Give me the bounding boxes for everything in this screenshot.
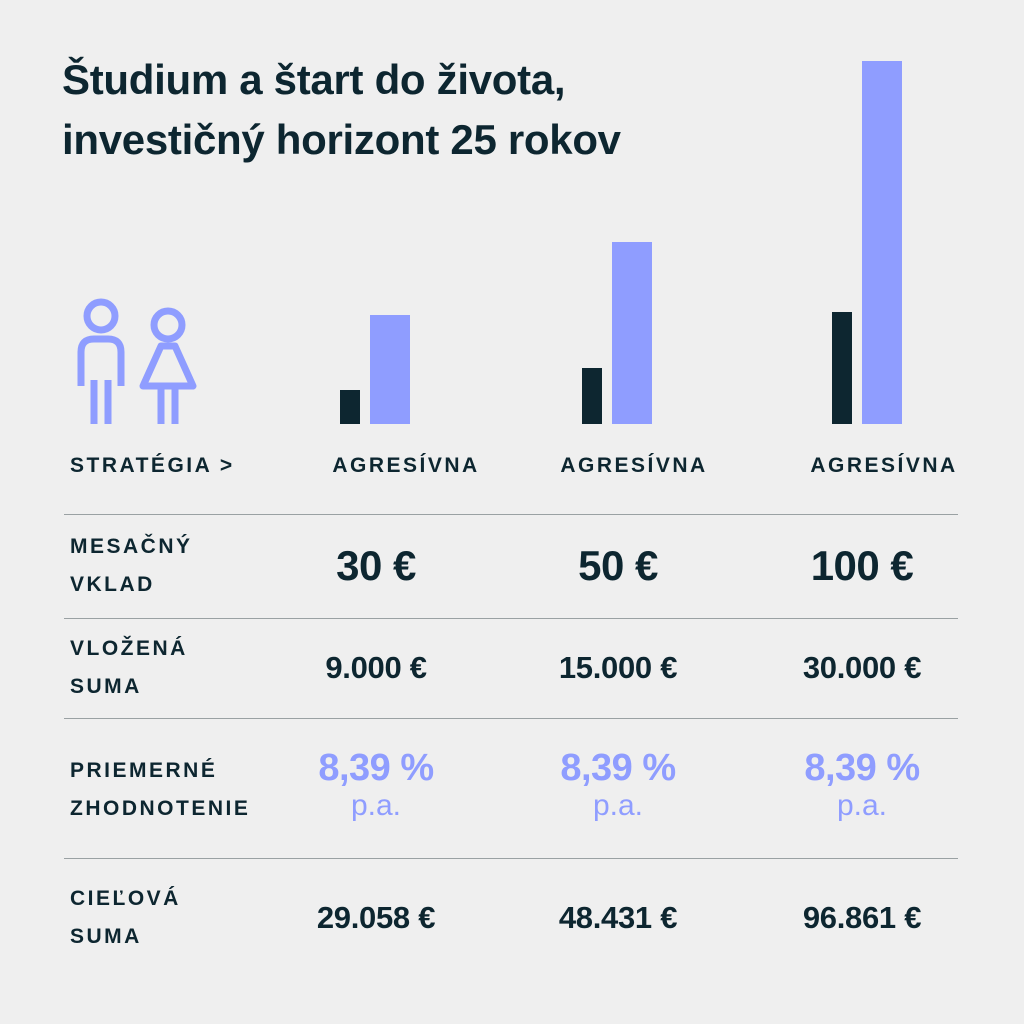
target-sum-label: CIEĽOVÁ SUMA (70, 880, 300, 956)
page-title: Študium a štart do života, investičný ho… (62, 50, 822, 170)
target-sum-value-2: 48.431 € (558, 900, 678, 935)
strategy-label: STRATÉGIA > (70, 454, 235, 477)
target-sum-label-line-2: SUMA (70, 925, 142, 948)
strategy-name-3: AGRESÍVNA (810, 454, 958, 477)
deposited-sum-label: VLOŽENÁ SUMA (70, 630, 300, 706)
title-line-1: Študium a štart do života, (62, 56, 566, 103)
divider (64, 858, 958, 859)
bar-target-3 (862, 61, 902, 424)
average-return-unit-1: p.a. (350, 789, 402, 822)
average-return-value-1: 8,39 % (318, 747, 434, 789)
deposited-sum-value-3: 30.000 € (802, 650, 922, 685)
deposited-sum-label-line-1: VLOŽENÁ (70, 637, 188, 660)
boy-icon (77, 298, 125, 424)
average-return-unit-2: p.a. (592, 789, 644, 822)
deposited-sum-value-2: 15.000 € (558, 650, 678, 685)
divider (64, 514, 958, 515)
monthly-deposit-value-1: 30 € (336, 542, 416, 589)
average-return-value-2: 8,39 % (560, 747, 676, 789)
average-return-unit-3: p.a. (836, 789, 888, 822)
bar-deposited-2 (582, 368, 602, 424)
target-sum-value-1: 29.058 € (316, 900, 436, 935)
monthly-deposit-value-2: 50 € (578, 542, 658, 589)
bar-target-2 (612, 242, 652, 424)
bar-deposited-1 (340, 390, 360, 424)
average-return-label: PRIEMERNÉ ZHODNOTENIE (70, 752, 300, 828)
average-return-3: 8,39 % p.a. (742, 748, 982, 824)
target-sum-label-line-1: CIEĽOVÁ (70, 887, 181, 910)
bar-deposited-3 (832, 312, 852, 424)
strategy-name-1: AGRESÍVNA (332, 454, 480, 477)
divider (64, 718, 958, 719)
strategy-name-2: AGRESÍVNA (560, 454, 708, 477)
monthly-deposit-label-line-2: VKLAD (70, 573, 155, 596)
bar-chart (77, 61, 902, 424)
divider (64, 618, 958, 619)
average-return-1: 8,39 % p.a. (256, 748, 496, 824)
title-line-2: investičný horizont 25 rokov (62, 116, 621, 163)
monthly-deposit-label: MESAČNÝ VKLAD (70, 528, 300, 604)
monthly-deposit-label-line-1: MESAČNÝ (70, 535, 193, 558)
monthly-deposit-value-3: 100 € (810, 542, 914, 589)
deposited-sum-label-line-2: SUMA (70, 675, 142, 698)
girl-icon (139, 307, 197, 424)
average-return-label-line-1: PRIEMERNÉ (70, 759, 218, 782)
average-return-value-3: 8,39 % (804, 747, 920, 789)
average-return-2: 8,39 % p.a. (498, 748, 738, 824)
average-return-label-line-2: ZHODNOTENIE (70, 797, 251, 820)
bar-target-1 (370, 315, 410, 424)
target-sum-value-3: 96.861 € (802, 900, 922, 935)
deposited-sum-value-1: 9.000 € (325, 650, 427, 685)
